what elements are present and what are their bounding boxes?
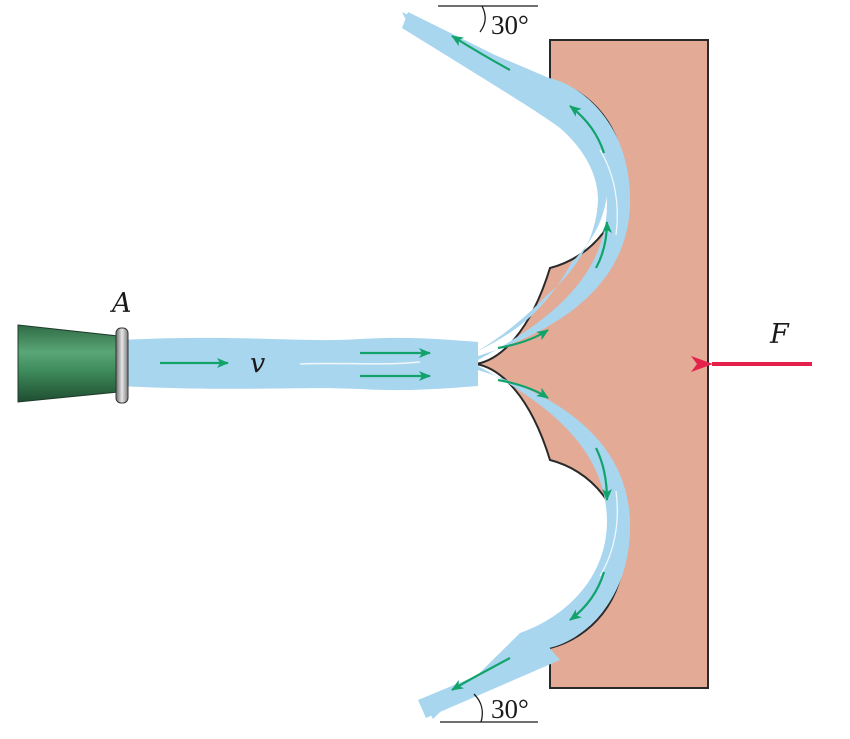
flow-arrow-icon bbox=[451, 657, 511, 691]
nozzle-body bbox=[17, 324, 119, 403]
nozzle bbox=[17, 324, 129, 404]
angle-reference-top bbox=[438, 5, 538, 33]
angle-reference-bottom bbox=[440, 693, 538, 723]
upper-jet-tail bbox=[402, 12, 550, 100]
angle-top-label: 30° bbox=[491, 10, 529, 40]
lower-jet-tail bbox=[418, 646, 560, 718]
lower-jet-core bbox=[426, 366, 631, 719]
flow-arrow-icon bbox=[497, 378, 549, 399]
force-label: F bbox=[769, 319, 790, 350]
flow-arrows bbox=[160, 35, 612, 691]
nozzle-label: A bbox=[109, 288, 132, 319]
flow-arrow-icon bbox=[497, 329, 549, 350]
flow-arrow-icon bbox=[569, 105, 606, 154]
upper-jet-core bbox=[402, 12, 631, 360]
flow-arrow-icon bbox=[451, 35, 511, 71]
water-jet bbox=[120, 12, 631, 719]
nozzle-ring bbox=[115, 327, 129, 404]
flow-arrow-icon bbox=[595, 221, 612, 269]
flow-arrow-icon bbox=[595, 447, 612, 501]
flow-arrow-icon bbox=[569, 571, 606, 621]
velocity-label: v bbox=[250, 348, 265, 379]
angle-bottom-label: 30° bbox=[491, 694, 529, 724]
